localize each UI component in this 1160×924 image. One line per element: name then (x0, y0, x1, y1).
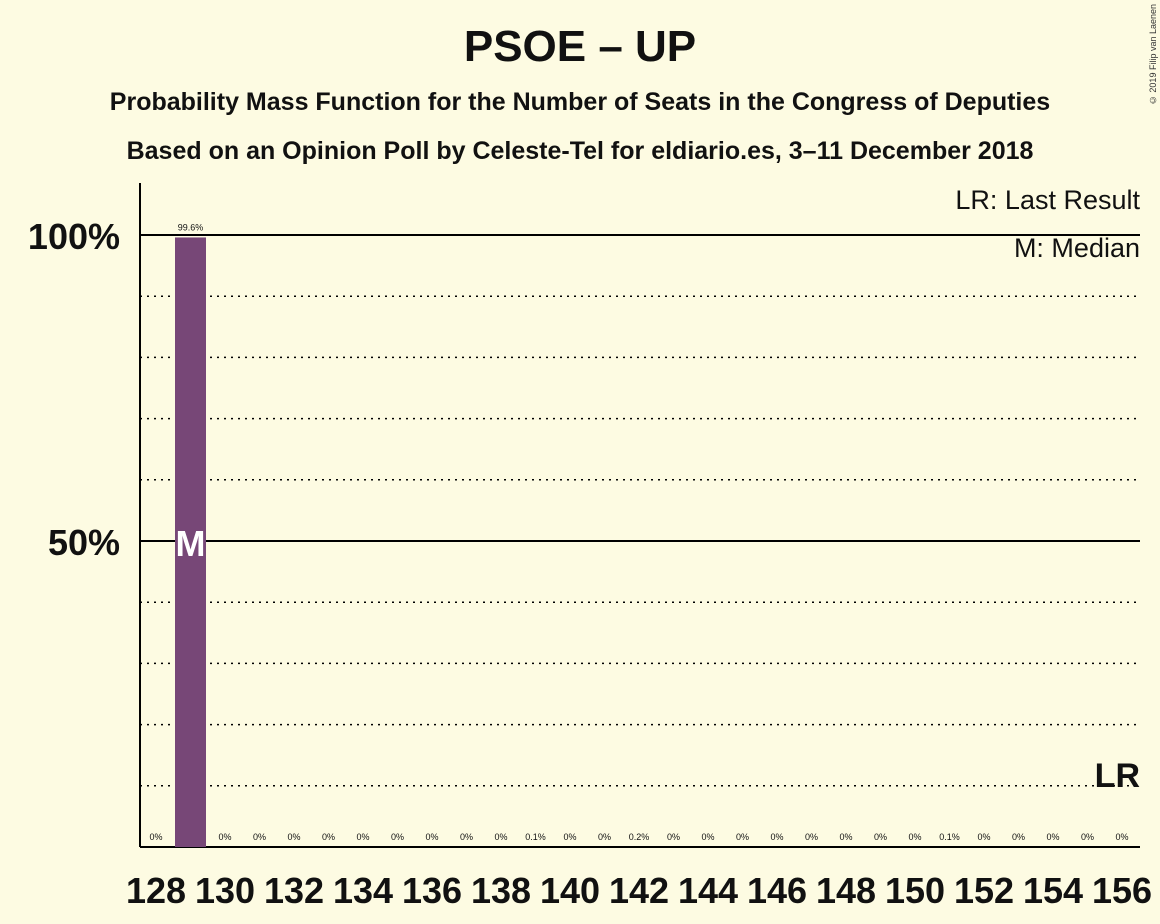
bar-value-label: 0% (977, 832, 990, 842)
bar-value-label: 0% (287, 832, 300, 842)
bar-value-label: 0.2% (629, 832, 650, 842)
x-tick-label: 154 (1023, 870, 1083, 911)
bar-value-label: 0% (667, 832, 680, 842)
bar-value-label: 0% (701, 832, 714, 842)
bar-value-label: 0% (494, 832, 507, 842)
bar-value-label: 0% (1046, 832, 1059, 842)
x-tick-label: 128 (126, 870, 186, 911)
bar-value-label: 0% (736, 832, 749, 842)
bar-value-label: 0% (356, 832, 369, 842)
x-tick-label: 136 (402, 870, 462, 911)
bar-value-label: 0% (149, 832, 162, 842)
bar-value-label: 0% (839, 832, 852, 842)
x-tick-label: 130 (195, 870, 255, 911)
x-tick-label: 138 (471, 870, 531, 911)
bar-value-label: 0% (460, 832, 473, 842)
x-tick-label: 146 (747, 870, 807, 911)
x-tick-label: 152 (954, 870, 1014, 911)
x-tick-label: 150 (885, 870, 945, 911)
bar-value-label: 0% (908, 832, 921, 842)
bar-value-label: 0% (770, 832, 783, 842)
bar-value-label: 0% (322, 832, 335, 842)
legend-median: M: Median (1014, 233, 1140, 263)
bar-value-label: 0% (563, 832, 576, 842)
bar-value-label: 0% (1012, 832, 1025, 842)
bar-value-label: 99.6% (178, 222, 204, 232)
x-tick-label: 156 (1092, 870, 1152, 911)
bar-129 (175, 237, 206, 847)
x-tick-label: 134 (333, 870, 393, 911)
last-result-marker: LR (1095, 757, 1140, 795)
bar-value-label: 0% (874, 832, 887, 842)
y-tick-label: 100% (28, 216, 120, 257)
x-tick-label: 144 (678, 870, 738, 911)
bar-value-label: 0% (425, 832, 438, 842)
bar-value-label: 0% (391, 832, 404, 842)
bar-value-label: 0% (253, 832, 266, 842)
x-tick-label: 142 (609, 870, 669, 911)
chart-subtitle: Probability Mass Function for the Number… (109, 88, 1051, 116)
y-tick-label: 50% (48, 522, 120, 563)
bar-value-label: 0% (1115, 832, 1128, 842)
bar-value-label: 0% (218, 832, 231, 842)
median-marker: M (176, 523, 206, 564)
chart-source: Based on an Opinion Poll by Celeste-Tel … (126, 137, 1034, 165)
bar-value-label: 0.1% (525, 832, 546, 842)
bar-value-label: 0.1% (939, 832, 960, 842)
bar-value-label: 0% (1081, 832, 1094, 842)
bar-value-label: 0% (598, 832, 611, 842)
x-tick-label: 140 (540, 870, 600, 911)
bar-value-label: 0% (805, 832, 818, 842)
x-tick-label: 148 (816, 870, 876, 911)
x-tick-label: 132 (264, 870, 324, 911)
chart-title: PSOE – UP (463, 22, 697, 71)
legend-last-result: LR: Last Result (955, 185, 1140, 215)
